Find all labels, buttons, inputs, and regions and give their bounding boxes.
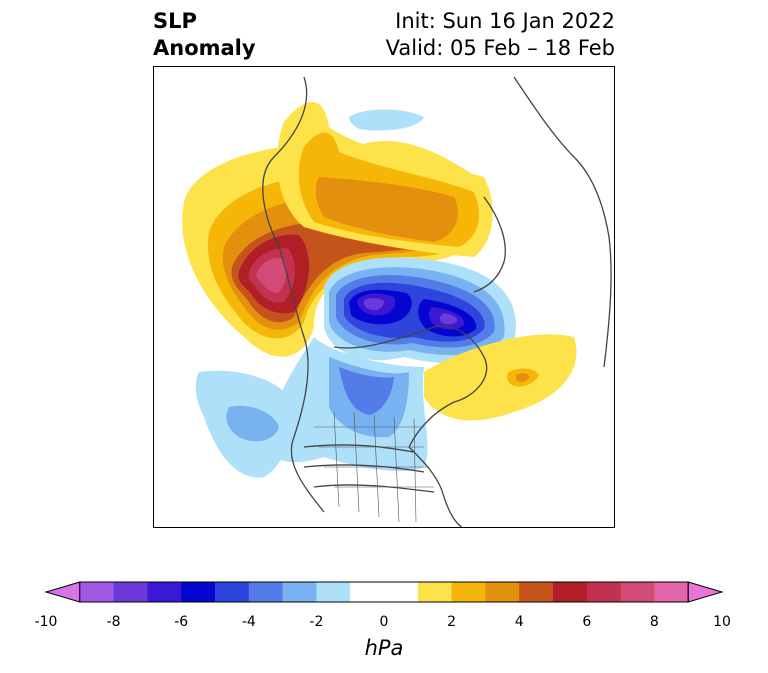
title-line-variable: SLP [153,9,197,33]
colorbar-segment [417,582,453,602]
colorbar-tick-label: -6 [174,614,189,630]
colorbar-segment [147,582,182,602]
colorbar-outline [79,581,689,603]
colorbar-tick-label: 2 [447,614,457,630]
colorbar-tick-label: -4 [241,614,256,630]
colorbar-segment [654,582,689,602]
valid-range: Valid: 05 Feb – 18 Feb [385,36,615,60]
colorbar-tick-label: 4 [514,614,524,630]
negative-anomaly-arctic-patch [349,109,424,131]
colorbar-segment [79,582,115,602]
colorbar-segment [215,582,250,602]
map-subtitle: Init: Sun 16 Jan 2022 Valid: 05 Feb – 18… [386,8,615,62]
colorbar-tick-label: -8 [106,614,121,630]
map-panel [153,66,615,528]
colorbar-extend-max [687,581,724,603]
colorbar-segment [620,582,655,602]
anomaly-map [182,76,612,527]
colorbar-segment [485,582,520,602]
colorbar-segment [181,582,216,602]
colorbar-tick-label: -2 [309,614,324,630]
colorbar-segment [282,582,317,602]
title-line-type: Anomaly [153,36,256,60]
colorbar-tick-label: 6 [582,614,592,630]
colorbar-segment [113,582,148,602]
colorbar-segment [316,582,351,602]
negative-anomaly-north-america [195,337,428,478]
init-date: Init: Sun 16 Jan 2022 [395,9,615,33]
colorbar-tick-label: 10 [713,614,731,630]
colorbar-segment [519,582,554,602]
colorbar-segment [451,582,486,602]
colorbar-segments [44,581,724,603]
colorbar-tick-label: -10 [34,614,58,630]
colorbar-segment [248,582,284,602]
colorbar-segment [350,582,385,602]
colorbar-segment [586,582,622,602]
colorbar-segment [553,582,588,602]
colorbar-tick-label: 8 [649,614,659,630]
map-title: SLP Anomaly [153,8,256,62]
colorbar-tick-label: 0 [379,614,389,630]
coastlines [262,76,612,527]
colorbar-units: hPa [364,636,404,660]
state-borders [314,411,434,523]
positive-anomaly-siberia [276,102,493,257]
colorbar [44,581,724,603]
colorbar-segment [384,582,419,602]
colorbar-extend-min [44,581,81,603]
